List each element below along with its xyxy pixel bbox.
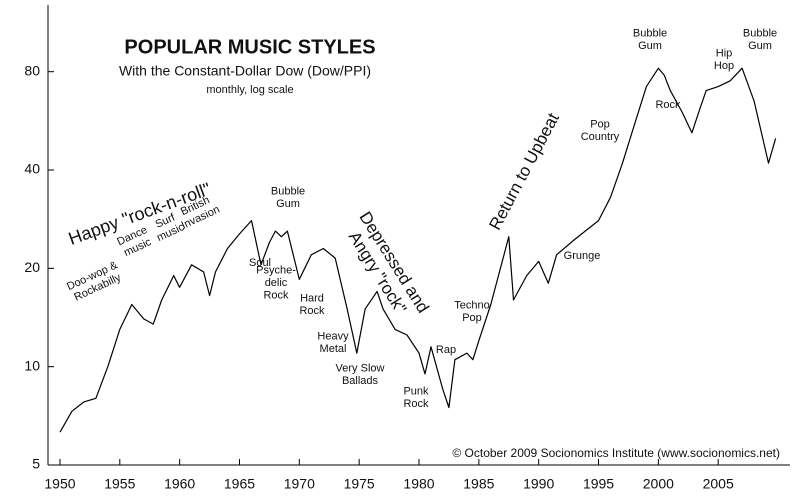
annotation-line: Bubble [271, 186, 305, 198]
annotation-line: Hip [716, 48, 733, 60]
annotation: Grunge [564, 250, 601, 262]
annotation-line: Gum [638, 40, 662, 52]
annotation-line: Hard [300, 293, 324, 305]
annotation-line: Rock [263, 290, 289, 302]
annotation: Soul [249, 257, 271, 269]
annotation-line: Bubble [633, 28, 667, 40]
x-tick-label: 2005 [703, 476, 734, 492]
annotation-line: Very Slow [336, 363, 385, 375]
chart-subtitle: With the Constant-Dollar Dow (Dow/PPI) [119, 63, 371, 79]
annotation: Rock [655, 99, 681, 111]
annotation-line: Metal [320, 343, 347, 355]
annotation-line: Gum [276, 198, 300, 210]
annotation-line: Country [581, 131, 620, 143]
x-tick-label: 1970 [284, 476, 315, 492]
x-tick-label: 1980 [403, 476, 434, 492]
x-tick-label: 2000 [643, 476, 674, 492]
annotation: Rap [436, 344, 456, 356]
annotation-line: Hop [714, 60, 734, 72]
x-tick-label: 1965 [224, 476, 255, 492]
annotation-line: Grunge [564, 250, 601, 262]
annotation-line: Pop [462, 312, 482, 324]
credit: © October 2009 Socionomics Institute (ww… [452, 446, 780, 460]
annotation-line: Rock [403, 398, 429, 410]
annotation-line: Heavy [317, 331, 349, 343]
annotation-line: Bubble [743, 28, 777, 40]
y-tick-label: 80 [24, 62, 40, 78]
x-tick-label: 1960 [164, 476, 195, 492]
x-tick-label: 1975 [344, 476, 375, 492]
annotation-line: Rock [655, 99, 681, 111]
x-tick-label: 1950 [44, 476, 75, 492]
dow-line [59, 67, 777, 433]
annotation-line: Pop [590, 119, 610, 131]
x-tick-label: 1990 [523, 476, 554, 492]
annotation-line: delic [265, 277, 288, 289]
annotation-line: Ballads [342, 375, 379, 387]
y-tick-label: 40 [24, 161, 40, 177]
annotation-line: Soul [249, 257, 271, 269]
x-tick-label: 1955 [104, 476, 135, 492]
annotation-line: Psyche- [256, 264, 296, 276]
y-tick-label: 10 [24, 357, 40, 373]
annotation-line: Gum [748, 40, 772, 52]
annotation-line: Rap [436, 344, 456, 356]
annotation-line: Techno [454, 300, 489, 312]
x-tick-label: 1985 [463, 476, 494, 492]
y-tick-label: 5 [32, 456, 40, 472]
annotation-line: Punk [403, 386, 429, 398]
annotation-line: Rock [299, 305, 325, 317]
chart-title: POPULAR MUSIC STYLES [124, 36, 375, 58]
y-tick-label: 20 [24, 259, 40, 275]
chart-note: monthly, log scale [206, 84, 293, 96]
x-tick-label: 1995 [583, 476, 614, 492]
